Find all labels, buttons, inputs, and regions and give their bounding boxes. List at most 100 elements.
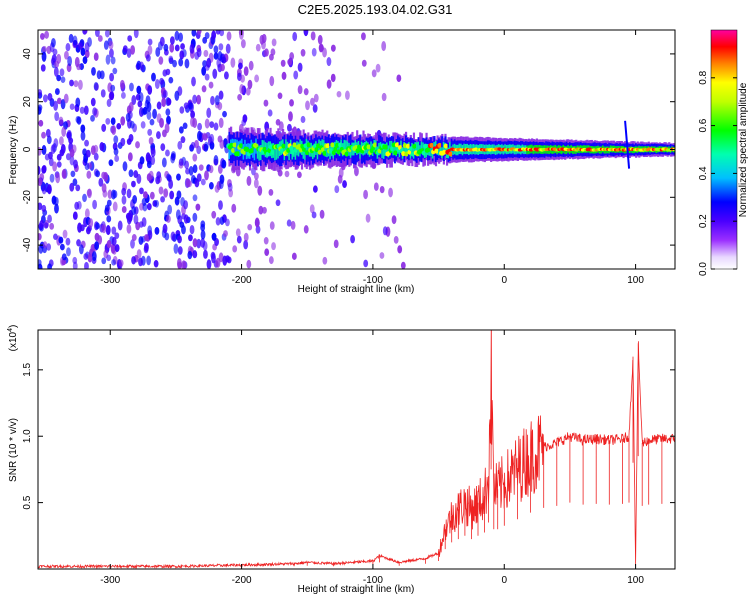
spectrogram-band-cell [389,140,392,153]
spectrogram-noise-cell [110,243,116,254]
spectrogram-noise-cell [297,62,303,72]
spectrogram-noise-cell [243,239,249,250]
spectrogram-noise-cell [330,73,336,83]
colorbar-tick-label: 0.6 [698,118,709,132]
spectrogram-core-cell [317,149,323,155]
spectrogram-band-cell [442,142,445,153]
spectrogram-core-cell [391,142,397,148]
spectrogram-noise-cell [201,66,207,76]
spectrogram-noise-cell [166,215,171,223]
colorbar-gradient [710,29,738,270]
spectrogram-noise-cell [73,80,79,88]
spectrogram-noise-cell [192,212,198,222]
spectrogram-core-cell [372,142,378,148]
spectrogram-noise-cell [68,33,74,43]
spectrogram-core-cell [281,143,286,149]
spectrogram-noise-cell [138,92,144,103]
spectrogram-noise-cell [215,257,221,268]
spectrogram-noise-cell [319,44,324,52]
spectrogram-noise-cell [131,94,137,106]
spectrogram-noise-cell [363,189,368,200]
spectrogram-noise-cell [166,173,171,181]
spectrogram-band-cell [406,143,409,156]
spectrogram-noise-cell [56,161,62,168]
spectrogram-noise-cell [101,224,107,234]
spectrogram-noise-cell [334,185,340,194]
spectrogram-noise-cell [253,178,259,189]
spectrogram-noise-cell [237,93,243,101]
spectrogram-noise-cell [112,67,118,75]
spectrogram-noise-cell [69,155,75,166]
spectrogram-core-cell [292,142,297,148]
spectrogram-noise-cell [363,259,369,268]
spectrogram-band-cell [275,145,278,160]
spectrogram-spike [624,120,631,169]
spectrogram-noise-cell [120,137,126,147]
spectrogram-noise-cell [95,170,101,178]
spectrogram-noise-cell [326,79,332,89]
spectrogram-band-cell [438,144,441,156]
spectrogram-noise-cell [146,101,152,112]
spectrogram-noise-cell [69,79,74,87]
spectrogram-band-cell [449,141,452,153]
spectrogram-noise-cell [217,51,223,61]
spectrogram-noise-cell [147,128,153,136]
spectrogram-noise-cell [121,187,127,196]
spectrogram-noise-cell [38,119,44,127]
spectrogram-noise-cell [121,92,126,99]
spectrogram-noise-cell [400,261,406,269]
spectrogram-band-cell [324,143,327,157]
spectrogram-noise-cell [206,57,212,68]
spectrogram-noise-cell [187,250,193,260]
spectrogram-noise-cell [178,126,184,134]
spectrogram-noise-cell [192,250,198,259]
colorbar-tick-label: 0.4 [698,166,709,180]
spectrogram-noise-cell [43,94,48,103]
spectrogram-noise-cell [39,219,45,229]
spectrogram-noise-cell [85,226,91,235]
spectrogram-y-tick-label: 20 [22,96,33,108]
spectrogram-noise-cell [136,85,142,95]
spectrogram-noise-cell [146,203,152,211]
spectrogram-noise-cell [178,58,184,67]
spectrogram-noise-cell [72,211,78,220]
spectrogram-noise-cell [126,214,132,225]
spectrogram-band-cell [228,143,231,159]
spectrogram-noise-cell [127,152,133,162]
spectrogram-core-cell [366,144,371,150]
spectrogram-core-cell [322,150,327,156]
spectrogram-noise-cell [179,50,185,60]
spectrogram-noise-cell [204,170,209,181]
spectrogram-x-label: Height of straight line (km) [298,284,415,295]
spectrogram-core-cell [443,143,449,149]
spectrogram-core-cell [268,144,274,150]
spectrogram-noise-cell [149,118,155,126]
spectrogram-noise-cell [396,74,402,82]
spectrogram-noise-cell [79,106,85,114]
spectrogram-noise-cell [161,97,167,108]
spectrogram-noise-cell [300,48,306,57]
spectrogram-noise-cell [105,224,111,236]
spectrogram-noise-cell [51,38,56,48]
spectrogram-noise-cell [169,190,175,200]
spectrogram-noise-cell [254,172,259,180]
spectrogram-noise-cell [93,152,99,161]
spectrogram-noise-cell [84,42,90,52]
spectrogram-noise-cell [303,225,309,234]
spectrogram-core-cell [412,143,417,149]
spectrogram-band-cell [382,146,386,159]
spectrogram-noise-cell [310,31,316,41]
spectrogram-noise-cell [94,232,100,242]
spectrogram-noise-cell [106,215,112,223]
spectrogram-noise-cell [159,117,164,128]
spectrogram-noise-cell [132,195,138,204]
spectrogram-noise-cell [95,222,100,230]
spectrogram-noise-cell [74,201,80,210]
spectrogram-noise-cell [150,155,156,166]
spectrogram-core-cell [314,147,319,153]
spectrogram-noise-cell [263,99,269,107]
spectrogram-noise-cell [171,151,176,159]
spectrogram-band-cell [422,142,425,154]
spectrogram-noise-cell [156,171,162,179]
